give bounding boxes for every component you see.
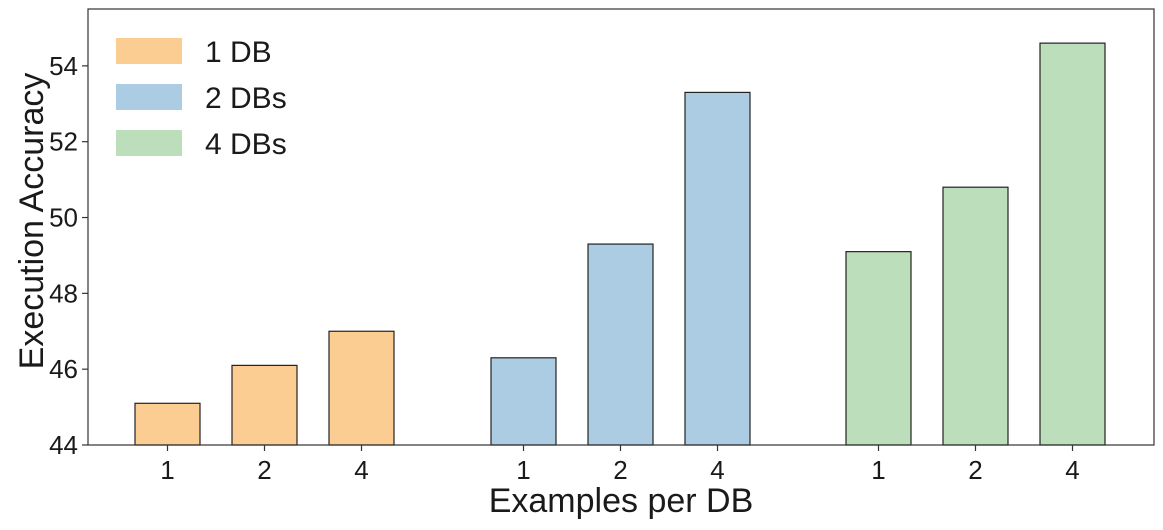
bar-2-1 [490, 357, 557, 446]
bar-3-3 [1039, 42, 1106, 446]
y-axis-ticks: 44 46 48 50 52 54 [49, 51, 88, 460]
x-tick-label: 2 [257, 455, 271, 485]
legend: 1 DB 2 DBs 4 DBs [116, 36, 287, 161]
bar-3-2 [942, 186, 1009, 446]
bar-2-2 [587, 243, 654, 446]
bar-3-1 [845, 251, 912, 446]
x-axis-ticks: 1 2 4 1 2 4 1 2 4 [160, 445, 1080, 485]
y-axis-label: Execution Accuracy [13, 73, 51, 370]
x-tick-label: 4 [710, 455, 724, 485]
bar-1-3 [328, 330, 395, 446]
x-tick-label: 4 [1065, 455, 1079, 485]
x-tick-label: 1 [516, 455, 530, 485]
plot-frame [87, 8, 1155, 446]
x-tick-label: 2 [968, 455, 982, 485]
x-tick-label: 1 [160, 455, 174, 485]
bar-1-2 [231, 364, 298, 446]
bars-group [134, 42, 1106, 446]
y-tick-label: 46 [49, 354, 78, 384]
x-tick-label: 1 [871, 455, 885, 485]
legend-swatch-3 [116, 130, 182, 156]
y-tick-label: 50 [49, 203, 78, 233]
bar-1-1 [134, 402, 201, 446]
y-tick-label: 44 [49, 430, 78, 460]
legend-label-3: 4 DBs [205, 128, 287, 161]
y-tick-label: 52 [49, 127, 78, 157]
x-axis-label: Examples per DB [489, 482, 754, 520]
legend-swatch-1 [116, 38, 182, 64]
x-tick-label: 4 [354, 455, 368, 485]
x-tick-label: 2 [613, 455, 627, 485]
legend-label-2: 2 DBs [205, 82, 287, 115]
legend-label-1: 1 DB [205, 36, 272, 69]
bar-2-3 [684, 91, 751, 446]
y-tick-label: 48 [49, 278, 78, 308]
legend-swatch-2 [116, 84, 182, 110]
y-tick-label: 54 [49, 51, 78, 81]
